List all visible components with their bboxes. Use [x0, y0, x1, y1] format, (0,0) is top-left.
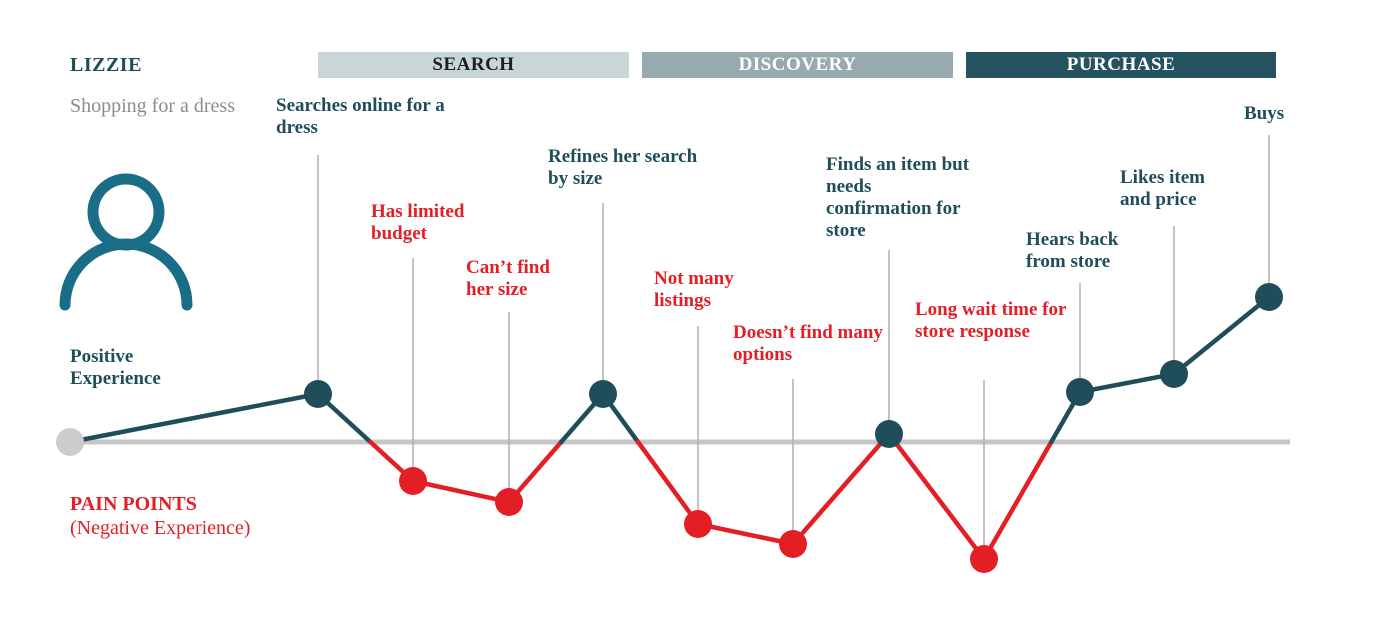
positive-point	[875, 420, 903, 448]
journey-segment	[981, 439, 1054, 562]
legend-negative-title: PAIN POINTS	[70, 493, 197, 515]
journey-segment	[1077, 371, 1177, 395]
user-icon	[59, 173, 193, 311]
negative-point	[684, 510, 712, 538]
positive-point	[1160, 360, 1188, 388]
negative-point	[970, 545, 998, 573]
journey-segment	[635, 439, 701, 527]
step-label-budget: Has limited budget	[371, 201, 465, 244]
step-label-finds: Finds an item but needs confirmation for…	[826, 154, 970, 241]
step-label-refines: Refines her search by size	[548, 146, 698, 189]
journey-segment	[892, 439, 987, 562]
legend-negative-sub: (Negative Experience)	[70, 517, 251, 539]
step-label-options: Doesn’t find many options	[733, 322, 883, 365]
step-label-hears: Hears back from store	[1026, 229, 1119, 272]
legend-positive: Positive Experience	[70, 346, 161, 389]
positive-point	[304, 380, 332, 408]
negative-point	[779, 530, 807, 558]
negative-point	[495, 488, 523, 516]
journey-segment	[695, 521, 796, 547]
negative-point	[399, 467, 427, 495]
step-label-searches: Searches online for a dress	[276, 95, 445, 138]
positive-point	[1255, 283, 1283, 311]
step-label-wait: Long wait time for store response	[915, 299, 1067, 342]
positive-point	[589, 380, 617, 408]
persona-name: LIZZIE	[70, 54, 142, 76]
journey-segment	[1171, 294, 1272, 377]
step-label-size: Can’t find her size	[466, 257, 550, 300]
start-point	[56, 428, 84, 456]
legend-negative: PAIN POINTS (Negative Experience)	[70, 492, 250, 540]
persona-goal: Shopping for a dress	[70, 95, 235, 117]
journey-segment	[790, 439, 885, 547]
journey-segment	[67, 391, 321, 445]
positive-point	[1066, 378, 1094, 406]
step-label-buys: Buys	[1244, 103, 1285, 124]
step-label-listings: Not many listings	[654, 268, 734, 311]
phase-purchase: PURCHASE	[966, 52, 1276, 78]
phase-discovery: DISCOVERY	[642, 52, 953, 78]
phase-search: SEARCH	[318, 52, 629, 78]
journey-segment	[410, 478, 512, 505]
step-label-likes: Likes item and price	[1120, 167, 1205, 210]
